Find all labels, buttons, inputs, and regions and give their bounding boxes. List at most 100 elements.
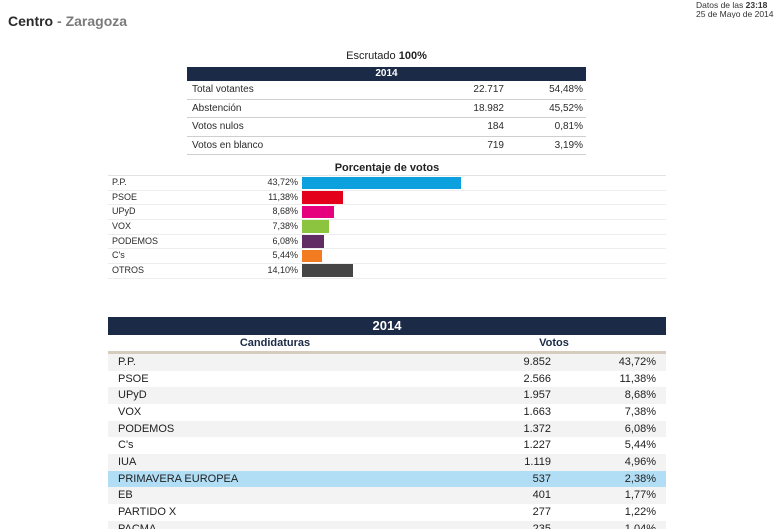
chart-bar-podemos	[302, 235, 325, 248]
results-row-votes: 277	[532, 505, 551, 518]
turnout-row-votes: 184	[487, 121, 504, 132]
results-row-pct: 1,77%	[624, 489, 656, 502]
results-row-name: PACMA	[118, 522, 157, 529]
results-row-pct: 2,38%	[624, 472, 656, 485]
chart-category-label: VOX	[112, 220, 132, 231]
results-row-eb[interactable]: EB 401 1,77%	[108, 487, 666, 504]
results-row-votes: 401	[532, 489, 551, 502]
chart-row-cs: C's 5,44%	[108, 249, 666, 264]
chart-category-label: PSOE	[112, 191, 138, 202]
results-row-pct: 43,72%	[618, 356, 656, 368]
chart-value-label: 43,72%	[267, 177, 298, 187]
results-row-name: IUA	[118, 455, 137, 468]
chart-bar-otros	[302, 264, 354, 277]
turnout-row-votes: 22.717	[473, 84, 504, 95]
turnout-row-label: Total votantes	[192, 84, 254, 95]
results-row-votes: 235	[532, 522, 551, 529]
chart-value-label: 7,38%	[272, 220, 298, 231]
turnout-row-pct: 0,81%	[554, 121, 583, 132]
results-row-name: PODEMOS	[118, 422, 175, 435]
chart-value-label: 8,68%	[272, 206, 298, 217]
results-row-pct: 11,38%	[619, 372, 657, 385]
turnout-row-votos-nulos: Votos nulos 184 0,81%	[187, 118, 586, 137]
results-row-pct: 4,96%	[624, 455, 656, 468]
results-row-pct: 8,68%	[624, 389, 656, 402]
results-row-votes: 9.852	[523, 356, 551, 368]
update-time: 23:18	[745, 1, 768, 10]
results-row-iua[interactable]: IUA 1.119 4,96%	[108, 453, 666, 471]
results-row-votes: 1.227	[523, 439, 551, 452]
results-row-votes: 1.663	[523, 405, 551, 418]
results-row-partido-x[interactable]: PARTIDO X 277 1,22%	[108, 504, 666, 521]
chart-row-pp: P.P. 43,72%	[108, 176, 666, 191]
results-row-name: UPyD	[118, 389, 147, 402]
chart-category-label: C's	[112, 250, 125, 261]
results-row-votes: 1.957	[523, 389, 551, 402]
chart-bar-psoe	[302, 191, 344, 204]
results-row-podemos[interactable]: PODEMOS 1.372 6,08%	[108, 420, 666, 438]
results-row-pct: 7,38%	[624, 405, 656, 418]
results-row-name: PSOE	[118, 372, 149, 385]
turnout-row-abstencion: Abstención 18.982 45,52%	[187, 100, 586, 118]
results-row-name: VOX	[118, 405, 142, 418]
chart-row-upyd: UPyD 8,68%	[108, 205, 666, 220]
vote-share-chart: Porcentaje de votos P.P. 43,72% PSOE 11,…	[108, 161, 666, 279]
chart-value-label: 6,08%	[272, 235, 298, 246]
update-time-prefix: Datos de las	[696, 1, 744, 10]
update-date: 25 de Mayo de 2014	[696, 8, 774, 18]
results-row-pct: 1,22%	[624, 505, 656, 518]
chart-value-label: 5,44%	[272, 250, 298, 261]
results-row-name: EB	[118, 489, 133, 502]
turnout-row-label: Votos nulos	[192, 121, 244, 132]
chart-bar-cs	[302, 249, 322, 263]
results-row-votes: 1.119	[524, 455, 551, 468]
page-title-location: - Zaragoza	[57, 13, 128, 29]
results-row-name: C's	[118, 439, 134, 452]
results-row-psoe[interactable]: PSOE 2.566 11,38%	[108, 371, 666, 388]
chart-bar-pp	[302, 176, 462, 189]
chart-category-label: UPyD	[112, 206, 136, 217]
page-title-main: Centro	[8, 13, 54, 29]
results-row-vox[interactable]: VOX 1.663 7,38%	[108, 404, 666, 421]
chart-row-podemos: PODEMOS 6,08%	[108, 235, 666, 250]
turnout-row-votes: 18.982	[473, 102, 504, 114]
turnout-row-votes: 719	[487, 139, 504, 151]
turnout-row-pct: 45,52%	[549, 102, 583, 114]
results-row-votes: 1.372	[523, 422, 551, 435]
results-row-name: P.P.	[118, 356, 136, 368]
chart-category-label: OTROS	[112, 264, 145, 275]
results-row-votes: 2.566	[523, 372, 551, 385]
results-row-cs[interactable]: C's 1.227 5,44%	[108, 437, 666, 454]
update-info: Datos de las 23:18 25 de Mayo de 2014	[696, 1, 776, 18]
chart-bar-vox	[302, 220, 329, 233]
turnout-row-label: Abstención	[192, 102, 242, 114]
turnout-table-year: 2014	[187, 67, 586, 81]
scrutiny-value: 100%	[398, 50, 427, 62]
turnout-row-total-votantes: Total votantes 22.717 54,48%	[187, 81, 586, 100]
chart-bar-upyd	[302, 205, 334, 219]
update-time-line: Datos de las 23:18	[696, 1, 776, 10]
turnout-row-label: Votos en blanco	[192, 139, 264, 151]
results-row-upyd[interactable]: UPyD 1.957 8,68%	[108, 387, 666, 404]
results-header: Candidaturas Votos	[108, 335, 666, 354]
results-row-pp[interactable]: P.P. 9.852 43,72%	[108, 354, 666, 371]
results-table: 2014 Candidaturas Votos P.P. 9.852 43,72…	[108, 317, 666, 529]
results-row-pct: 5,44%	[624, 439, 656, 452]
column-header-candidaturas: Candidaturas	[239, 337, 311, 349]
results-row-pct: 6,08%	[624, 422, 656, 435]
chart-value-label: 11,38%	[268, 191, 298, 202]
column-header-votos: Votos	[539, 337, 569, 349]
turnout-row-pct: 54,48%	[549, 84, 583, 95]
scrutiny-label: Escrutado	[346, 50, 396, 62]
results-row-primavera-europea[interactable]: PRIMAVERA EUROPEA 537 2,38%	[108, 470, 666, 488]
turnout-table: 2014 Total votantes 22.717 54,48% Absten…	[187, 67, 586, 155]
results-row-pct: 1,04%	[624, 522, 656, 529]
results-row-name: PARTIDO X	[118, 505, 177, 518]
page-title: Centro - Zaragoza	[8, 13, 127, 29]
scrutiny-status: Escrutado 100%	[187, 49, 586, 63]
chart-row-vox: VOX 7,38%	[108, 220, 666, 235]
results-row-pacma[interactable]: PACMA 235 1,04%	[108, 520, 666, 529]
chart-category-label: P.P.	[112, 177, 127, 187]
chart-row-psoe: PSOE 11,38%	[108, 191, 666, 206]
chart-row-otros: OTROS 14,10%	[108, 264, 666, 279]
